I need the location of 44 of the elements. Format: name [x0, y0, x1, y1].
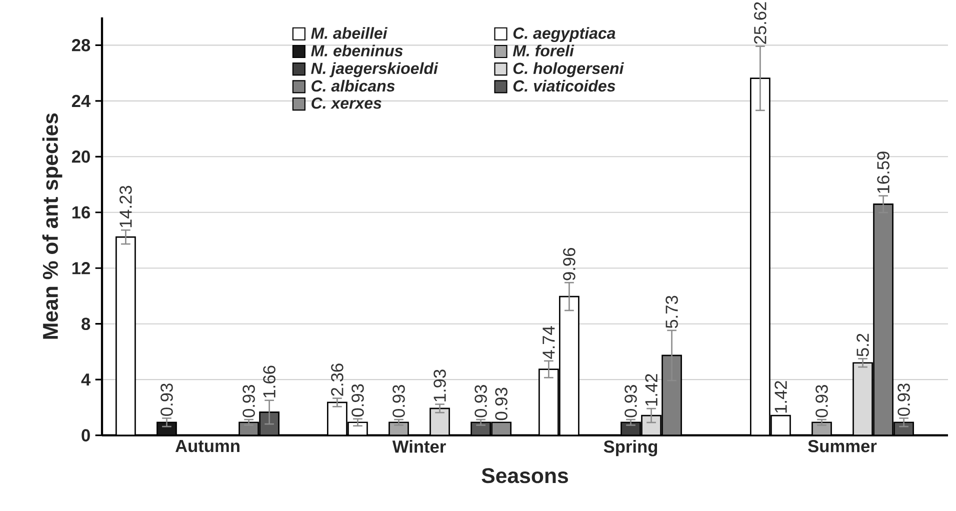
- data-label: 0.93: [160, 383, 173, 416]
- data-label: 0.93: [474, 384, 487, 418]
- data-label: 0.93: [624, 384, 637, 418]
- data-label: 0.93: [392, 384, 405, 418]
- legend-label: N. jaegerskioeldi: [311, 62, 438, 78]
- y-tick-label: 0: [82, 429, 90, 442]
- x-tick-label: Winter: [392, 440, 446, 453]
- y-tick-label: 24: [72, 94, 91, 107]
- data-label: 9.96: [563, 248, 576, 280]
- data-label: 4.74: [542, 326, 555, 359]
- y-tick-label: 20: [72, 150, 90, 163]
- data-label: 2.36: [331, 364, 344, 396]
- data-label: 25.62: [754, 2, 766, 44]
- legend-label: C. aegyptiaca: [513, 26, 616, 42]
- y-tick-label: 12: [72, 262, 90, 274]
- legend-label: M. ebeninus: [311, 44, 403, 56]
- data-label: 5.2: [856, 334, 869, 356]
- data-label: 0.93: [495, 388, 508, 420]
- y-axis-title: Mean % of ant species: [42, 113, 62, 339]
- y-tick-label: 8: [82, 318, 90, 330]
- data-label: 0.93: [898, 383, 910, 416]
- data-label: 1.42: [645, 374, 658, 406]
- x-axis-title: Seasons: [482, 468, 568, 484]
- y-tick-label: 28: [72, 38, 90, 52]
- legend-label: M. abeillei: [311, 26, 388, 39]
- data-label: 0.93: [242, 384, 255, 418]
- data-label: 1.66: [263, 366, 276, 398]
- x-tick-label: Summer: [808, 440, 877, 452]
- y-tick-label: 4: [81, 373, 91, 386]
- legend-label: C. albicans: [312, 80, 395, 92]
- data-label: 1.42: [774, 380, 787, 412]
- legend-label: C. xerxes: [312, 97, 382, 109]
- legend-label: C. viaticoides: [513, 80, 616, 92]
- x-tick-label: Autumn: [175, 440, 240, 452]
- y-tick-label: 16: [72, 206, 90, 218]
- legend-label: C. hologerseni: [513, 62, 624, 78]
- data-label: 0.93: [816, 384, 828, 418]
- data-label: 1.93: [434, 370, 446, 402]
- data-label: 16.59: [877, 151, 890, 193]
- data-label: 14.23: [120, 186, 132, 228]
- legend-label: M. foreli: [512, 44, 574, 56]
- x-tick-label: Spring: [604, 440, 658, 456]
- data-label: 5.73: [666, 296, 678, 328]
- data-label: 0.93: [352, 384, 364, 416]
